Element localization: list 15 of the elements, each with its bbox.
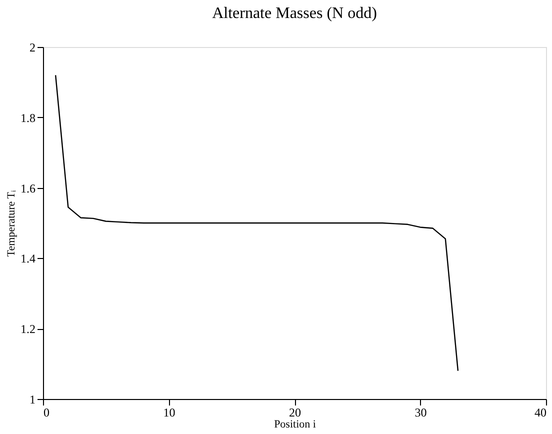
y-tick-label: 2 [30, 40, 36, 54]
y-tick-label: 1 [30, 392, 36, 406]
y-tick-label: 1.6 [20, 181, 36, 196]
x-tick-label: 20 [289, 406, 301, 420]
x-tick-label: 40 [534, 406, 546, 420]
line-series [54, 74, 459, 372]
x-tick-label: 10 [163, 406, 176, 420]
y-tick-label: 1.8 [20, 110, 36, 125]
y-tick-label: 1.4 [20, 252, 36, 266]
y-tick-label: 1.2 [20, 322, 36, 336]
x-tick-label: 0 [44, 406, 50, 420]
y-axis-title: Temperature Tᵢ [6, 190, 18, 257]
chart-title: Alternate Masses (N odd) [212, 5, 377, 22]
x-axis-title: Position i [274, 418, 316, 430]
x-tick-label: 30 [414, 406, 427, 420]
